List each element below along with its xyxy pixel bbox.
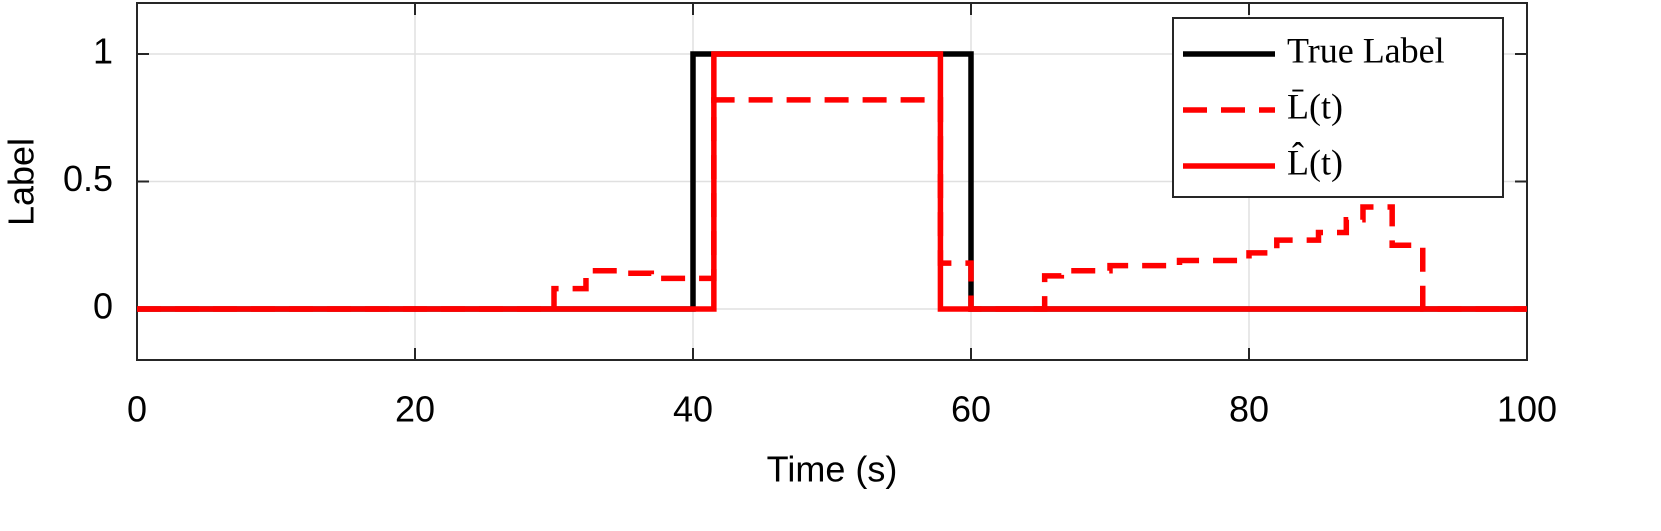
y-tick-label: 0.5 — [63, 158, 113, 199]
y-tick-label: 0 — [93, 286, 113, 327]
x-tick-label: 20 — [395, 389, 435, 430]
plot-frame — [136, 2, 1528, 361]
x-tick-label: 0 — [127, 389, 147, 430]
x-tick-label: 60 — [951, 389, 991, 430]
x-tick-label: 100 — [1497, 389, 1557, 430]
legend-label: L̄(t) — [1287, 86, 1343, 126]
x-axis-label: Time (s) — [767, 449, 898, 490]
x-tick-label: 80 — [1229, 389, 1269, 430]
legend-label: True Label — [1287, 30, 1445, 70]
y-axis-label: Label — [1, 138, 42, 226]
y-tick-label: 1 — [93, 31, 113, 72]
legend-label: L̂(t) — [1287, 141, 1343, 182]
x-tick-label: 40 — [673, 389, 713, 430]
series-line — [137, 51, 1527, 312]
series-line — [137, 97, 1527, 312]
